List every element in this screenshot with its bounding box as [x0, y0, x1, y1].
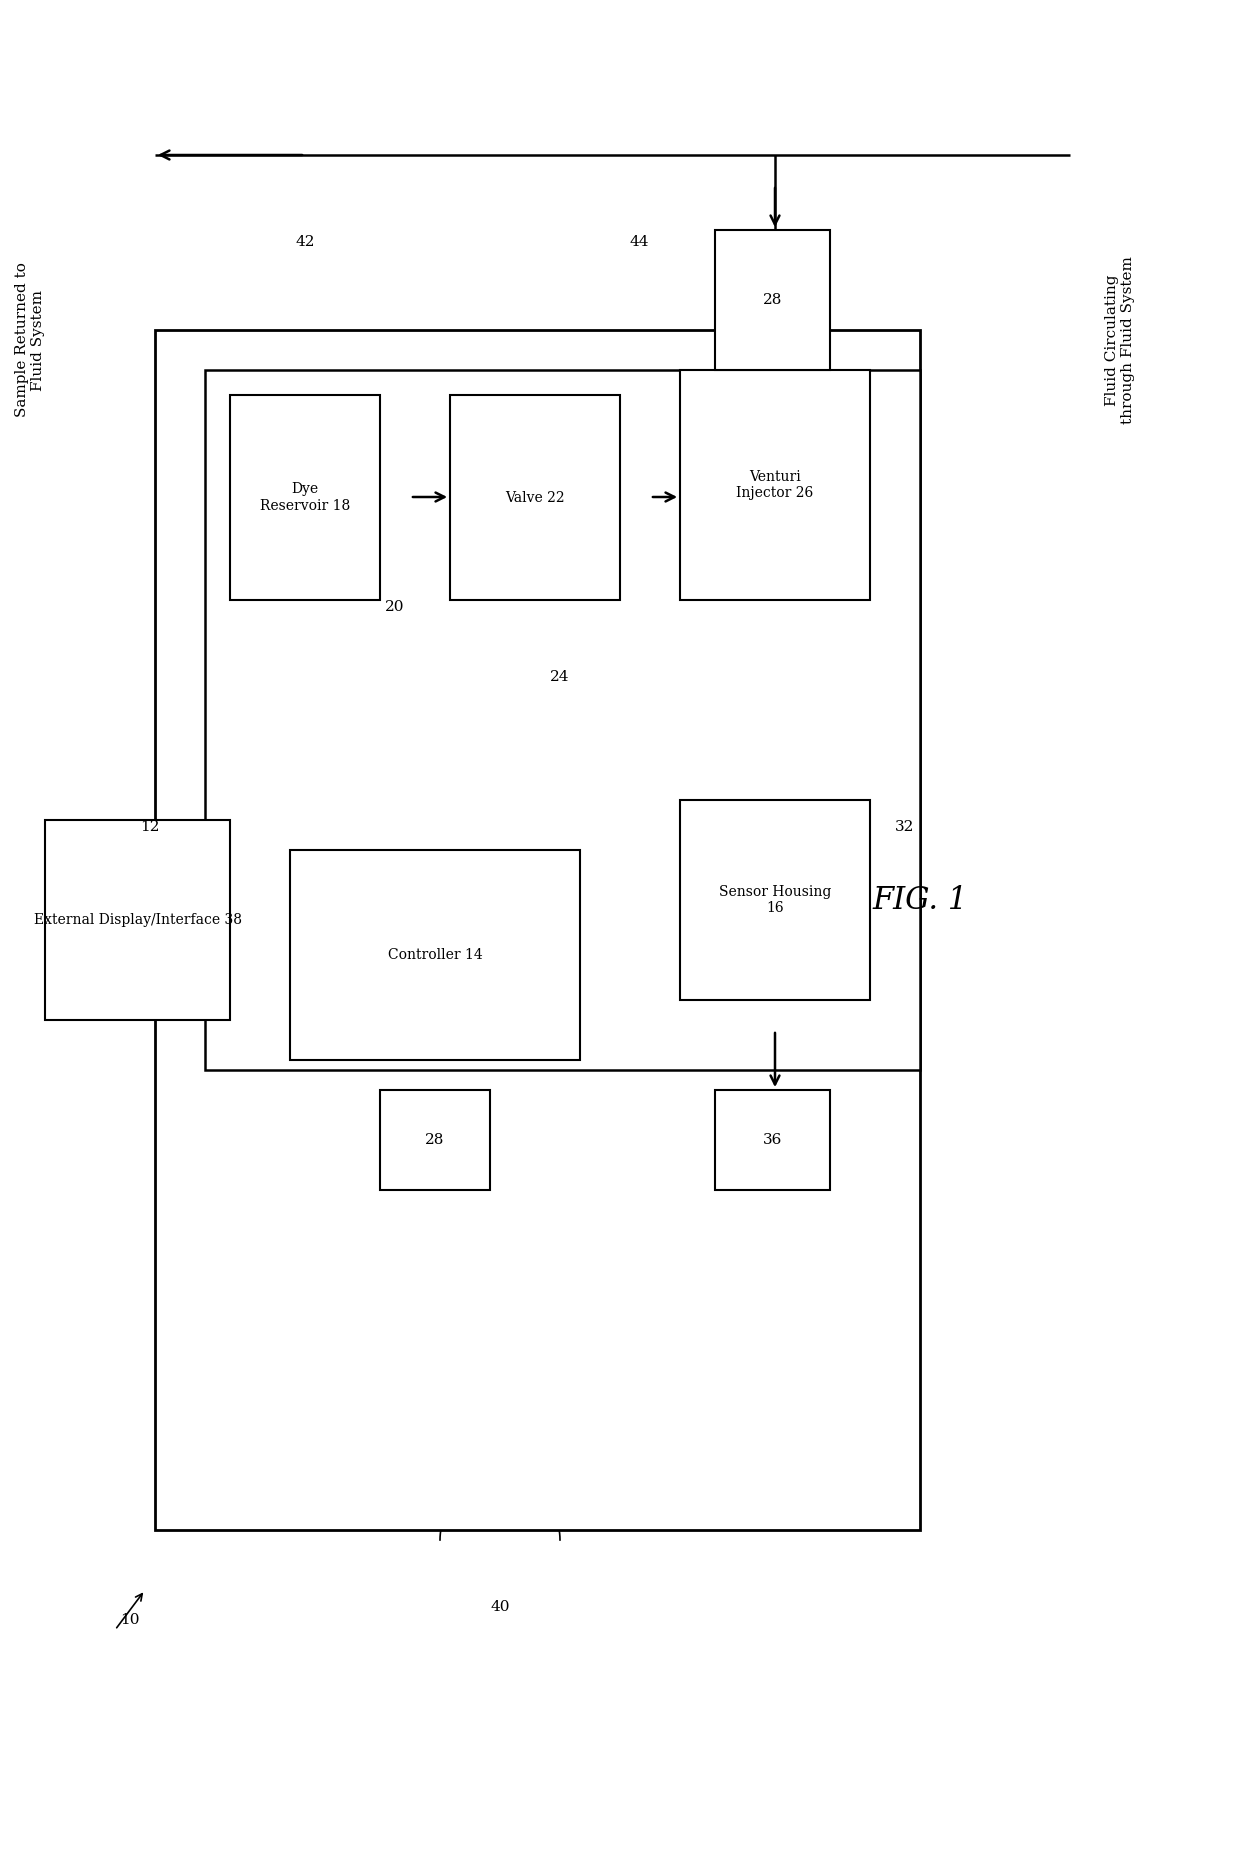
- Bar: [715, 1090, 830, 1189]
- Text: External Display/Interface 38: External Display/Interface 38: [33, 914, 242, 927]
- Text: Sample Returned to
Fluid System: Sample Returned to Fluid System: [15, 263, 45, 418]
- Bar: [205, 370, 920, 1069]
- Text: 20: 20: [384, 600, 404, 613]
- Text: 44: 44: [630, 234, 650, 250]
- Bar: [290, 850, 580, 1060]
- Bar: [680, 799, 870, 1000]
- Text: 12: 12: [140, 820, 160, 835]
- Text: 24: 24: [551, 670, 569, 685]
- Bar: [155, 330, 920, 1531]
- Text: Sensor Housing
16: Sensor Housing 16: [719, 885, 831, 915]
- Bar: [229, 396, 379, 600]
- Text: FIG. 1: FIG. 1: [873, 884, 967, 915]
- Text: Dye
Reservoir 18: Dye Reservoir 18: [260, 482, 350, 512]
- Text: Controller 14: Controller 14: [388, 947, 482, 962]
- Text: 40: 40: [490, 1600, 510, 1613]
- Bar: [680, 370, 870, 600]
- Text: 32: 32: [895, 820, 914, 835]
- Bar: [379, 1090, 490, 1189]
- Text: 28: 28: [763, 293, 782, 308]
- Bar: [45, 820, 229, 1021]
- Text: Venturi
Injector 26: Venturi Injector 26: [737, 469, 813, 501]
- Text: Fluid Circulating
through Fluid System: Fluid Circulating through Fluid System: [1105, 255, 1135, 424]
- Text: 10: 10: [120, 1613, 139, 1626]
- Text: Valve 22: Valve 22: [505, 490, 564, 505]
- Bar: [715, 231, 830, 370]
- Text: 42: 42: [295, 234, 315, 250]
- Text: 28: 28: [425, 1133, 445, 1146]
- Text: 36: 36: [763, 1133, 782, 1146]
- Bar: [450, 396, 620, 600]
